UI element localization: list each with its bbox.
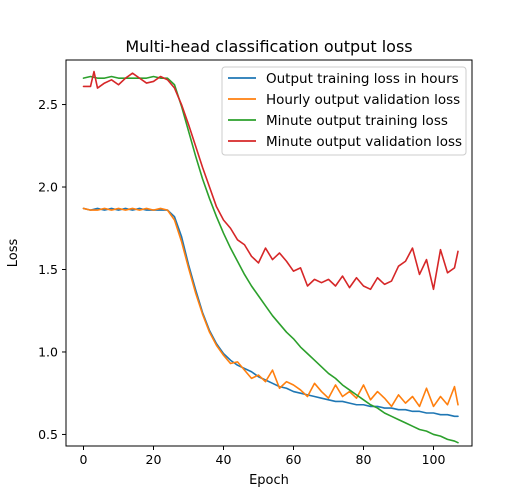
series-line-4 <box>82 70 459 291</box>
legend-box <box>221 66 467 156</box>
legend-label-1: Output training loss in hours <box>266 71 459 87</box>
x-axis-ticks: 0 20 40 60 80 100 <box>80 446 446 467</box>
y-axis-label: Loss <box>6 239 21 268</box>
y-tick-label: 1.5 <box>38 262 58 277</box>
y-tick-label: 0.5 <box>38 427 58 442</box>
x-tick-label: 100 <box>422 452 446 467</box>
series-line-3 <box>82 75 459 444</box>
plot-frame <box>65 59 473 447</box>
legend-label-2: Hourly output validation loss <box>266 92 460 108</box>
legend-label-3: Minute output training loss <box>266 113 448 129</box>
y-tick-label: 2.5 <box>38 97 58 112</box>
x-tick-label: 20 <box>146 452 162 467</box>
series-line-2 <box>82 207 459 408</box>
x-axis-label: Epoch <box>249 473 289 488</box>
series-line-1 <box>82 207 459 418</box>
y-axis-ticks: 0.5 1.0 1.5 2.0 2.5 <box>38 97 66 442</box>
y-tick-label: 2.0 <box>38 180 58 195</box>
x-tick-label: 80 <box>356 452 372 467</box>
series-layer <box>82 70 459 444</box>
chart-title: Multi-head classification output loss <box>125 37 412 56</box>
legend: Output training loss in hours Hourly outp… <box>221 66 467 156</box>
legend-label-4: Minute output validation loss <box>266 134 462 150</box>
x-tick-label: 40 <box>216 452 232 467</box>
x-tick-label: 0 <box>80 452 88 467</box>
y-tick-label: 1.0 <box>38 344 58 359</box>
x-tick-label: 60 <box>286 452 302 467</box>
